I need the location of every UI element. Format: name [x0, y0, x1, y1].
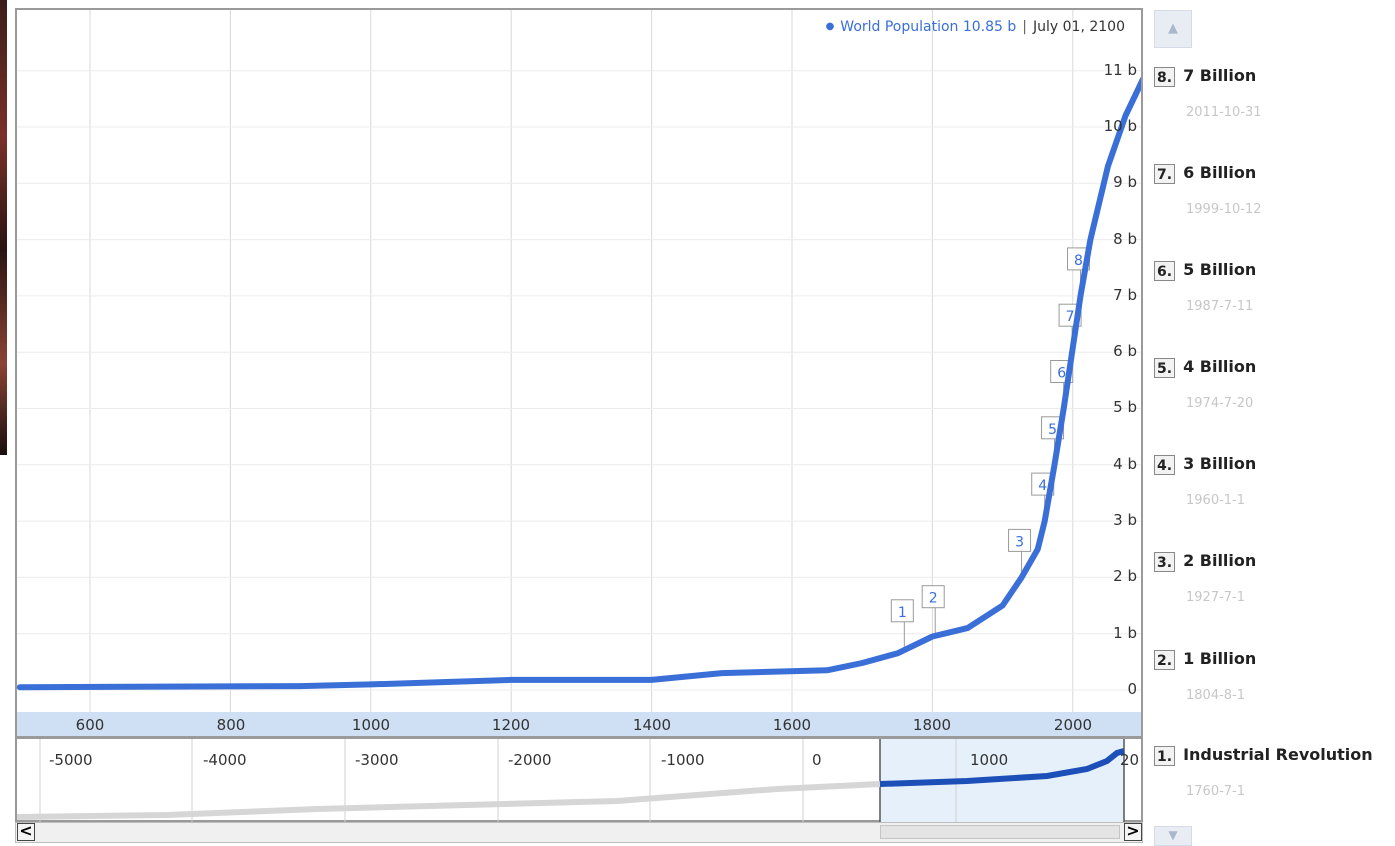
annotation-key[interactable]: 8. — [1154, 67, 1176, 87]
legend-separator: | — [1022, 19, 1028, 35]
flag-label: 6 — [1057, 366, 1066, 382]
annotation-key[interactable]: 7. — [1154, 164, 1176, 184]
annotation-title: 7 Billion — [1183, 66, 1257, 85]
navigator-tick-label: -4000 — [203, 751, 247, 769]
chart-legend: ● World Population 10.85 b | July 01, 2100 — [826, 19, 1125, 35]
x-tick-label: 1400 — [632, 716, 672, 734]
series-marker-icon: ● — [825, 21, 835, 32]
annotation-item[interactable]: 5. 4 Billion 1974-7-20 — [1154, 357, 1395, 411]
flag-marker[interactable] — [921, 585, 945, 609]
annotations-scroll-down-button[interactable]: ▼ — [1154, 826, 1192, 846]
x-axis-band — [17, 712, 1141, 736]
flag-label: 8 — [1074, 253, 1083, 269]
background-photo-edge — [0, 0, 7, 455]
y-tick-label: 0 — [1127, 680, 1137, 698]
annotation-item[interactable]: 1. Industrial Revolution 1760-7-1 — [1154, 745, 1395, 799]
chart-plot-area[interactable] — [15, 8, 1143, 738]
scroll-left-button[interactable]: < — [17, 823, 35, 841]
annotation-date: 1974-7-20 — [1186, 396, 1254, 411]
annotation-date: 1999-10-12 — [1186, 202, 1262, 217]
navigator-series-selected — [879, 748, 1125, 787]
population-series-line[interactable] — [17, 76, 1141, 691]
annotation-date: 1760-7-1 — [1186, 784, 1246, 799]
annotation-date: 1927-7-1 — [1186, 590, 1246, 605]
y-tick-label: 9 b — [1113, 173, 1137, 191]
main-chart-svg[interactable]: 1 2 3 4 5 6 7 8 — [17, 10, 1141, 712]
flag-label: 3 — [1015, 534, 1024, 550]
x-tick-label: 800 — [216, 716, 246, 734]
annotation-item[interactable]: 8. 7 Billion 2011-10-31 — [1154, 66, 1395, 120]
flag-label: 1 — [898, 605, 907, 621]
x-tick-label: 1200 — [491, 716, 531, 734]
navigator-tick-label: -2000 — [508, 751, 552, 769]
y-tick-label: 2 b — [1113, 567, 1137, 585]
annotation-date: 1987-7-11 — [1186, 299, 1254, 314]
annotation-item[interactable]: 2. 1 Billion 1804-8-1 — [1154, 649, 1395, 703]
flag-marker[interactable] — [890, 599, 914, 623]
legend-series-label: World Population 10.85 b — [840, 19, 1017, 35]
navigator-tick-label: 1000 — [970, 751, 1009, 769]
flag-label: 7 — [1066, 309, 1075, 325]
annotation-title: 2 Billion — [1183, 551, 1257, 570]
annotation-item[interactable]: 6. 5 Billion 1987-7-11 — [1154, 260, 1395, 314]
annotation-date: 1960-1-1 — [1186, 493, 1246, 508]
y-tick-label: 5 b — [1113, 398, 1137, 416]
legend-date: July 01, 2100 — [1033, 19, 1125, 35]
annotation-key[interactable]: 4. — [1154, 455, 1176, 475]
annotation-date: 2011-10-31 — [1186, 105, 1262, 120]
x-tick-label: 1800 — [912, 716, 952, 734]
x-tick-label: 2000 — [1053, 716, 1093, 734]
annotations-scroll-up-button[interactable]: ▲ — [1154, 10, 1192, 48]
navigator-series-outside — [17, 781, 881, 820]
navigator-tick-label: -1000 — [661, 751, 705, 769]
chevron-down-icon: ▼ — [1168, 828, 1178, 842]
navigator-tick-label: 20 — [1120, 751, 1140, 769]
y-tick-label: 8 b — [1113, 230, 1137, 248]
y-tick-label: 1 b — [1113, 624, 1137, 642]
annotation-title: 6 Billion — [1183, 163, 1257, 182]
scroll-right-button[interactable]: > — [1124, 823, 1142, 841]
y-tick-label: 4 b — [1113, 455, 1137, 473]
scrollbar-thumb[interactable] — [880, 825, 1120, 839]
annotation-title: 3 Billion — [1183, 454, 1257, 473]
navigator-tick-label: -3000 — [355, 751, 399, 769]
navigator-tick-label: -5000 — [49, 751, 93, 769]
annotation-title: 5 Billion — [1183, 260, 1257, 279]
flag-marker[interactable] — [1008, 528, 1032, 552]
y-tick-label: 7 b — [1113, 286, 1137, 304]
annotation-title: 1 Billion — [1183, 649, 1257, 668]
navigator-svg[interactable] — [17, 739, 1141, 822]
chevron-up-icon: ▲ — [1168, 21, 1178, 36]
annotation-date: 1804-8-1 — [1186, 688, 1246, 703]
x-tick-label: 1000 — [351, 716, 391, 734]
annotation-key[interactable]: 3. — [1154, 552, 1176, 572]
x-tick-label: 600 — [75, 716, 105, 734]
annotation-item[interactable]: 7. 6 Billion 1999-10-12 — [1154, 163, 1395, 217]
flag-label: 5 — [1048, 422, 1057, 438]
x-tick-label: 1600 — [772, 716, 812, 734]
y-tick-label: 6 b — [1113, 342, 1137, 360]
navigator-tick-label: 0 — [812, 751, 822, 769]
annotation-key[interactable]: 1. — [1154, 746, 1176, 766]
annotation-key[interactable]: 6. — [1154, 261, 1176, 281]
y-tick-label: 10 b — [1103, 117, 1137, 135]
annotation-item[interactable]: 4. 3 Billion 1960-1-1 — [1154, 454, 1395, 508]
annotation-title: Industrial Revolution — [1183, 745, 1373, 764]
flag-label: 4 — [1038, 478, 1047, 494]
annotation-key[interactable]: 5. — [1154, 358, 1176, 378]
y-tick-label: 3 b — [1113, 511, 1137, 529]
annotation-key[interactable]: 2. — [1154, 650, 1176, 670]
y-tick-label: 11 b — [1103, 61, 1137, 79]
annotation-item[interactable]: 3. 2 Billion 1927-7-1 — [1154, 551, 1395, 605]
flag-label: 2 — [929, 591, 938, 607]
annotation-title: 4 Billion — [1183, 357, 1257, 376]
